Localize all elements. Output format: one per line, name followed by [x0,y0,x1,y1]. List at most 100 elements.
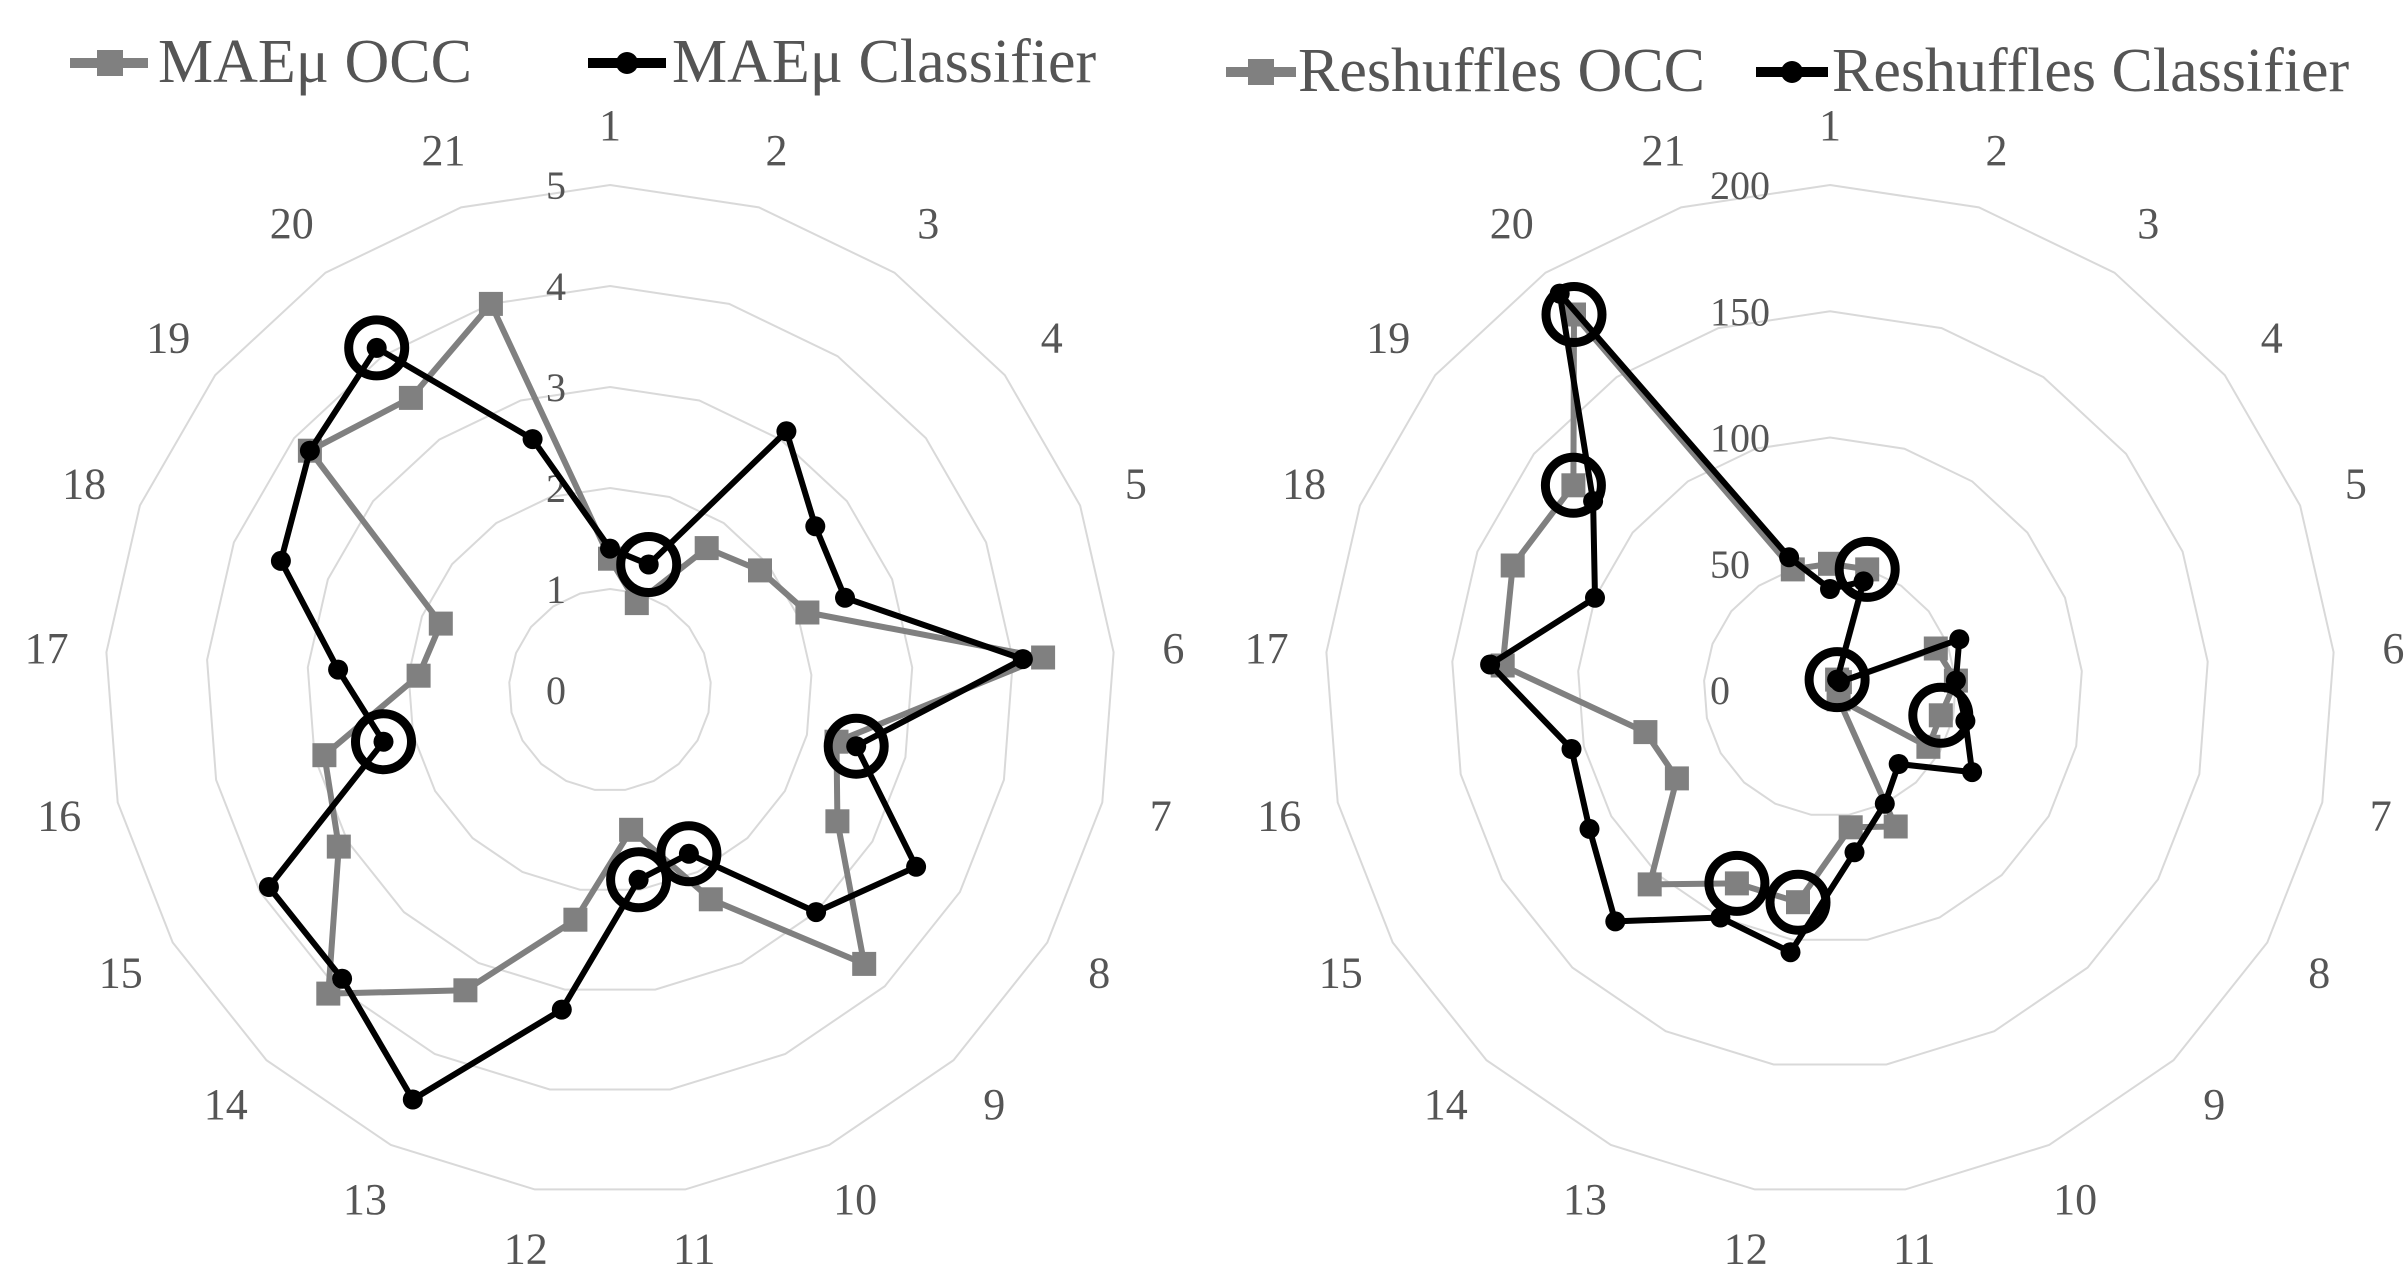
data-point-circle [805,516,826,537]
data-point-square [698,887,723,912]
data-point-circle [1829,672,1850,693]
category-label: 9 [2203,1080,2225,1129]
category-label: 3 [917,199,939,248]
category-label: 10 [833,1175,877,1224]
category-label: 11 [673,1225,715,1274]
series-line [1487,290,1976,956]
category-label: 1 [1819,101,1841,150]
data-point-square [748,558,772,583]
legend-marker-circle [616,52,638,74]
data-point-circle [402,1089,423,1110]
category-label: 12 [504,1225,548,1274]
category-label: 18 [62,460,106,509]
category-label: 7 [1150,792,1172,841]
data-point-circle [628,869,649,890]
data-point-circle [1820,579,1840,599]
category-label: 1 [599,101,621,150]
data-point-circle [522,429,543,450]
axis-tick-label: 3 [546,365,566,410]
category-label: 19 [1366,314,1410,363]
grid-ring [1703,562,1957,816]
data-point-circle [1480,654,1501,675]
category-label: 5 [1125,460,1147,509]
data-point-circle [1874,793,1895,814]
data-point-circle [1585,587,1605,608]
highlight-ring [823,713,889,779]
category-label: 8 [1088,949,1110,998]
data-point-circle [835,587,855,608]
data-point-circle [1962,762,1983,783]
category-label: 12 [1724,1225,1768,1274]
data-point-circle [1888,754,1909,774]
data-point-circle [1605,911,1626,932]
data-point-square [619,817,644,842]
data-point-circle [1844,842,1865,863]
highlight-ring [1704,850,1770,916]
category-label: 6 [1162,624,1184,673]
grid-ring [508,587,712,791]
data-point-circle [328,659,349,680]
category-label: 16 [37,792,81,841]
data-point-square [398,385,423,410]
legend-marker-square [1248,59,1274,85]
grid-ring [206,284,1014,1091]
axis-tick-label: 50 [1710,542,1750,587]
data-point-square [326,834,351,859]
highlight-ring [351,709,416,775]
legend-chart-2: Reshuffles OCC Reshuffles Classifier [1226,37,2350,105]
category-label: 20 [1490,199,1534,248]
data-point-square [694,536,719,561]
category-label: 3 [2137,199,2159,248]
category-label: 14 [1424,1080,1468,1129]
highlight-ring [1804,647,1870,713]
highlight-ring [606,847,672,913]
data-point-square [312,743,337,768]
series-line [265,344,1026,1103]
radar-chart-reshuffles: 0501001502001234567891011121314151617181… [1245,101,2405,1274]
data-point-circle [638,554,659,575]
highlight-ring [344,315,410,381]
category-label: 4 [2261,314,2283,363]
highlight-ring [1540,452,1606,518]
data-point-circle [776,421,797,442]
category-label: 7 [2370,792,2392,841]
data-point-circle [299,440,320,461]
data-point-circle [1853,571,1874,592]
legend-label-reshuffles-occ: Reshuffles OCC [1298,37,1705,105]
category-label: 6 [2382,624,2404,673]
data-point-circle [846,736,867,757]
category-label: 19 [146,314,190,363]
series-line [1499,311,1959,906]
category-label: 16 [1257,792,1301,841]
category-label: 17 [25,624,69,673]
axis-tick-label: 150 [1710,289,1770,334]
data-point-circle [906,856,927,877]
data-point-square [563,907,588,932]
data-point-square [453,978,478,1003]
category-label: 2 [766,126,788,175]
data-point-circle [270,550,291,571]
legend-marker-square [97,50,123,76]
data-point-square [1883,814,1908,839]
data-point-square [1928,703,1953,728]
category-label: 2 [1986,126,2008,175]
category-label: 5 [2345,460,2367,509]
axis-tick-label: 1 [546,567,566,612]
category-label: 13 [1563,1175,1607,1224]
data-point-square [428,611,453,636]
grid-ring [1577,436,2083,941]
data-point-circle [1710,907,1731,928]
data-point-circle [1949,629,1970,650]
data-point-square [1838,815,1863,840]
data-point-square [478,291,503,316]
category-label: 21 [422,126,466,175]
category-label: 13 [343,1175,387,1224]
category-label: 20 [270,199,314,248]
data-point-square [1724,871,1749,896]
axis-tick-label: 4 [546,264,566,309]
category-label: 21 [1642,126,1686,175]
data-point-circle [1579,818,1600,839]
data-point-circle [806,902,827,923]
